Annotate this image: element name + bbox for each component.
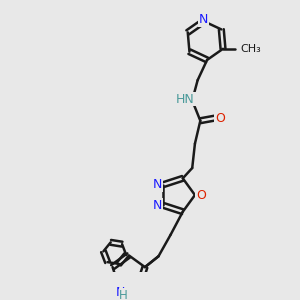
Text: N: N [152, 178, 162, 191]
Text: N: N [116, 286, 125, 298]
Text: H: H [119, 289, 128, 300]
Text: N: N [152, 199, 162, 212]
Text: O: O [215, 112, 225, 124]
Text: CH₃: CH₃ [240, 44, 261, 54]
Text: N: N [199, 13, 208, 26]
Text: O: O [196, 188, 206, 202]
Text: HN: HN [176, 93, 195, 106]
